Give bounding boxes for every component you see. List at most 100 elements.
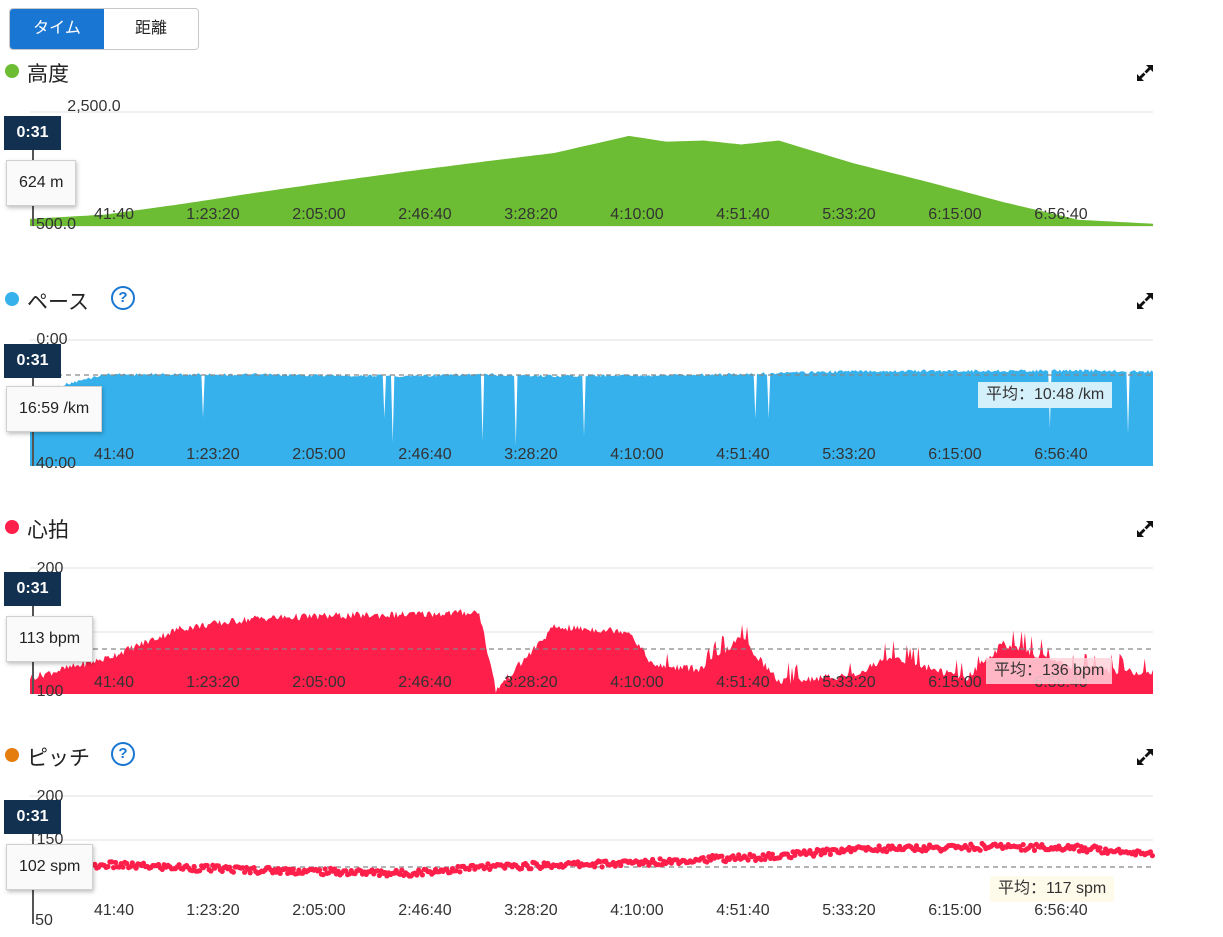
x-tick-label: 2:46:40: [398, 206, 451, 223]
altitude-chart[interactable]: 2,500.0 500.0 41:40 1:23:20 2:05:00 2:46:40…: [0, 98, 1223, 233]
view-toggle: タイム 距離: [9, 8, 199, 50]
cadence-point: [485, 861, 491, 867]
cadence-point: [719, 853, 725, 859]
x-tick-label: 6:56:40: [1034, 446, 1087, 463]
cadence-point: [966, 847, 972, 853]
cadence-point: [189, 868, 195, 874]
x-axis-ticks: 41:40 1:23:20 2:05:00 2:46:40 3:28:20 4:10:00…: [94, 902, 1088, 919]
x-tick-label: 4:10:00: [610, 446, 663, 463]
x-tick-label: 5:33:20: [822, 206, 875, 223]
altitude-title: 高度: [27, 63, 69, 86]
pace-chart[interactable]: 0:00 40:00 41:40 1:23:20 2:05:00 2:46:40 3:2…: [0, 330, 1223, 472]
expand-icon[interactable]: [1134, 746, 1156, 768]
cadence-point: [998, 841, 1004, 847]
cadence-point: [455, 863, 461, 870]
x-tick-label: 4:51:40: [716, 674, 769, 691]
cadence-point: [247, 870, 253, 876]
pace-legend-dot: [5, 292, 19, 306]
toggle-time-button[interactable]: タイム: [10, 9, 104, 49]
cadence-point: [1132, 852, 1139, 858]
cadence-point: [769, 851, 776, 857]
altitude-legend-dot: [5, 64, 19, 78]
cadence-point: [322, 866, 328, 872]
expand-icon[interactable]: [1134, 62, 1156, 84]
x-tick-label: 6:15:00: [928, 674, 981, 691]
time-marker[interactable]: 0:31: [4, 800, 61, 834]
x-tick-label: 5:33:20: [822, 446, 875, 463]
cadence-point: [399, 867, 405, 873]
cadence-point: [827, 851, 834, 857]
help-icon[interactable]: ?: [111, 286, 135, 310]
cadence-point: [655, 862, 661, 868]
x-tick-label: 2:05:00: [292, 446, 345, 463]
x-tick-label: 5:33:20: [822, 902, 875, 919]
heart-area: [30, 609, 1153, 694]
cadence-point: [519, 865, 525, 872]
cadence-point: [343, 868, 349, 874]
cadence-point: [1097, 845, 1103, 851]
y-min-label: 40:00: [36, 455, 76, 472]
y-label-150: 150: [37, 831, 64, 848]
x-tick-label: 3:28:20: [504, 206, 557, 223]
x-tick-label: 41:40: [94, 206, 134, 223]
cadence-point: [745, 857, 751, 863]
x-tick-label: 1:23:20: [186, 446, 239, 463]
x-tick-label: 41:40: [94, 674, 134, 691]
heart-chart[interactable]: 200 150 100 41:401:23:202:05:002:46:403:…: [0, 558, 1223, 700]
cadence-point: [457, 869, 463, 875]
time-marker[interactable]: 0:31: [4, 572, 61, 606]
cadence-tooltip: 102 spm: [6, 844, 94, 890]
x-tick-label: 4:51:40: [716, 206, 769, 223]
x-tick-label: 2:05:00: [292, 674, 345, 691]
cadence-point: [502, 865, 508, 871]
x-tick-label: 6:56:40: [1034, 206, 1087, 223]
y-label-100: 100: [37, 683, 64, 700]
x-tick-label: 4:10:00: [610, 902, 663, 919]
x-tick-label: 2:05:00: [292, 206, 345, 223]
cadence-point: [204, 862, 210, 869]
cadence-point: [120, 864, 126, 870]
cadence-point: [197, 868, 203, 874]
cadence-point: [1018, 847, 1024, 853]
cadence-point: [374, 868, 381, 874]
cadence-point: [826, 847, 832, 853]
x-tick-label: 6:56:40: [1034, 902, 1087, 919]
x-tick-label: 4:51:40: [716, 446, 769, 463]
cadence-point: [599, 864, 605, 870]
cadence-point: [1020, 842, 1026, 848]
help-icon[interactable]: ?: [111, 742, 135, 766]
x-axis-ticks: 41:40 1:23:20 2:05:00 2:46:40 3:28:20 4:10:00…: [94, 674, 1088, 691]
heart-legend-dot: [5, 520, 19, 534]
time-marker[interactable]: 0:31: [4, 116, 61, 150]
altitude-title-row: 高度: [0, 56, 1223, 86]
cadence-point: [316, 867, 323, 873]
x-axis-ticks: 41:40 1:23:20 2:05:00 2:46:40 3:28:20 4:10:00…: [94, 446, 1088, 463]
cadence-title-row: ピッチ ?: [0, 740, 1223, 770]
x-tick-label: 2:46:40: [398, 902, 451, 919]
x-tick-label: 1:23:20: [186, 206, 239, 223]
x-tick-label: 1:23:20: [186, 674, 239, 691]
toggle-distance-button[interactable]: 距離: [104, 9, 198, 49]
altitude-area: [30, 135, 1153, 226]
heart-average-label: 平均：136 bpm: [986, 658, 1113, 684]
x-tick-label: 6:15:00: [928, 446, 981, 463]
expand-icon[interactable]: [1134, 290, 1156, 312]
cadence-point: [618, 862, 624, 869]
x-tick-label: 6:15:00: [928, 902, 981, 919]
cadence-point: [242, 869, 248, 875]
cadence-chart-svg: 200 150 50 41:40 1:23:20 2:05:00 2:46:40 3:2…: [30, 788, 1155, 929]
cadence-average-label: 平均：117 spm: [990, 876, 1115, 902]
y-max-label: 2,500.0: [67, 98, 120, 115]
cadence-point: [191, 863, 197, 870]
cadence-point: [1031, 847, 1038, 853]
pace-tooltip: 16:59 /km: [6, 386, 103, 432]
cadence-point: [768, 855, 774, 861]
pace-chart-svg: 0:00 40:00 41:40 1:23:20 2:05:00 2:46:40 3:2…: [30, 331, 1153, 472]
cadence-point: [105, 864, 111, 870]
cadence-legend-dot: [5, 748, 19, 762]
time-marker[interactable]: 0:31: [4, 344, 61, 378]
y-max-label: 0:00: [36, 331, 67, 348]
cadence-point: [414, 872, 420, 878]
cadence-chart[interactable]: 200 150 50 41:40 1:23:20 2:05:00 2:46:40 3:2…: [0, 786, 1223, 936]
expand-icon[interactable]: [1134, 518, 1156, 540]
